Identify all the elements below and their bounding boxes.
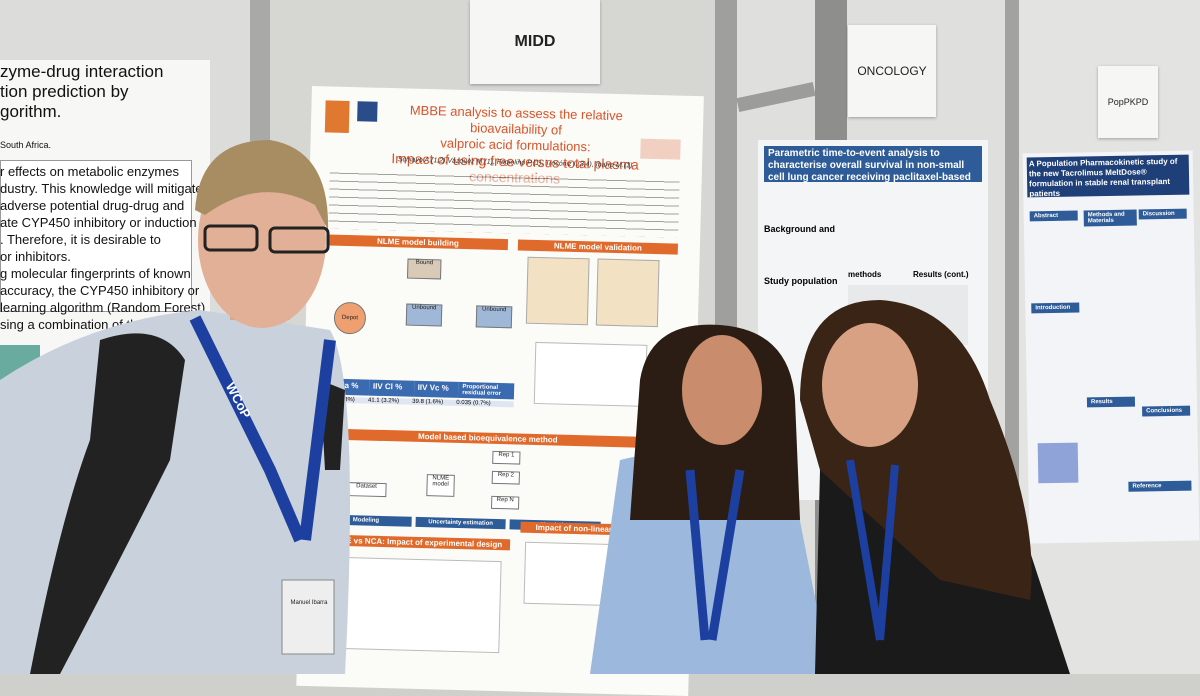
section-header: Results (cont.)	[913, 270, 969, 279]
poster-text: or inhibitors.	[0, 249, 71, 264]
poster-text: r effects on metabolic enzymes	[0, 164, 179, 179]
poster-text: ate CYP450 inhibitory or induction	[0, 215, 197, 230]
poster-title: Parametric time-to-event analysis to cha…	[764, 146, 982, 182]
poster-title: gorithm.	[0, 102, 62, 121]
poster-text: g molecular fingerprints of known	[0, 266, 191, 281]
section-header: Background and	[764, 224, 836, 234]
affiliation: South Africa.	[0, 140, 52, 150]
lanyard	[846, 459, 899, 641]
lanyard	[189, 315, 336, 543]
sign: MIDD	[470, 0, 600, 84]
lanyard	[685, 469, 745, 641]
poster-text: accuracy, the CYP450 inhibitory or	[0, 283, 200, 298]
glasses	[203, 224, 259, 252]
sign: PopPKPD	[1098, 66, 1158, 138]
text-box	[0, 160, 192, 312]
backpack-strap	[30, 333, 185, 674]
section-header: Study population	[764, 276, 838, 286]
face	[822, 323, 918, 447]
poster-title: tion prediction by	[0, 82, 129, 101]
poster-text: dustry. This knowledge will mitigate	[0, 181, 203, 196]
poster-text: adverse potential drug-drug and	[0, 198, 185, 213]
glasses	[268, 226, 330, 254]
badge-name: Manuel Ibarra	[290, 600, 328, 606]
badge	[281, 579, 335, 655]
poster-text: . Therefore, it is desirable to	[0, 232, 161, 247]
section-header: methods	[848, 270, 882, 279]
poster-text: learning algorithm (Random Forest)	[0, 300, 206, 315]
sign: ONCOLOGY	[848, 25, 936, 117]
hair	[195, 140, 329, 230]
people	[0, 140, 1070, 674]
poster-title: zyme-drug interaction	[0, 62, 164, 81]
face	[682, 335, 762, 445]
